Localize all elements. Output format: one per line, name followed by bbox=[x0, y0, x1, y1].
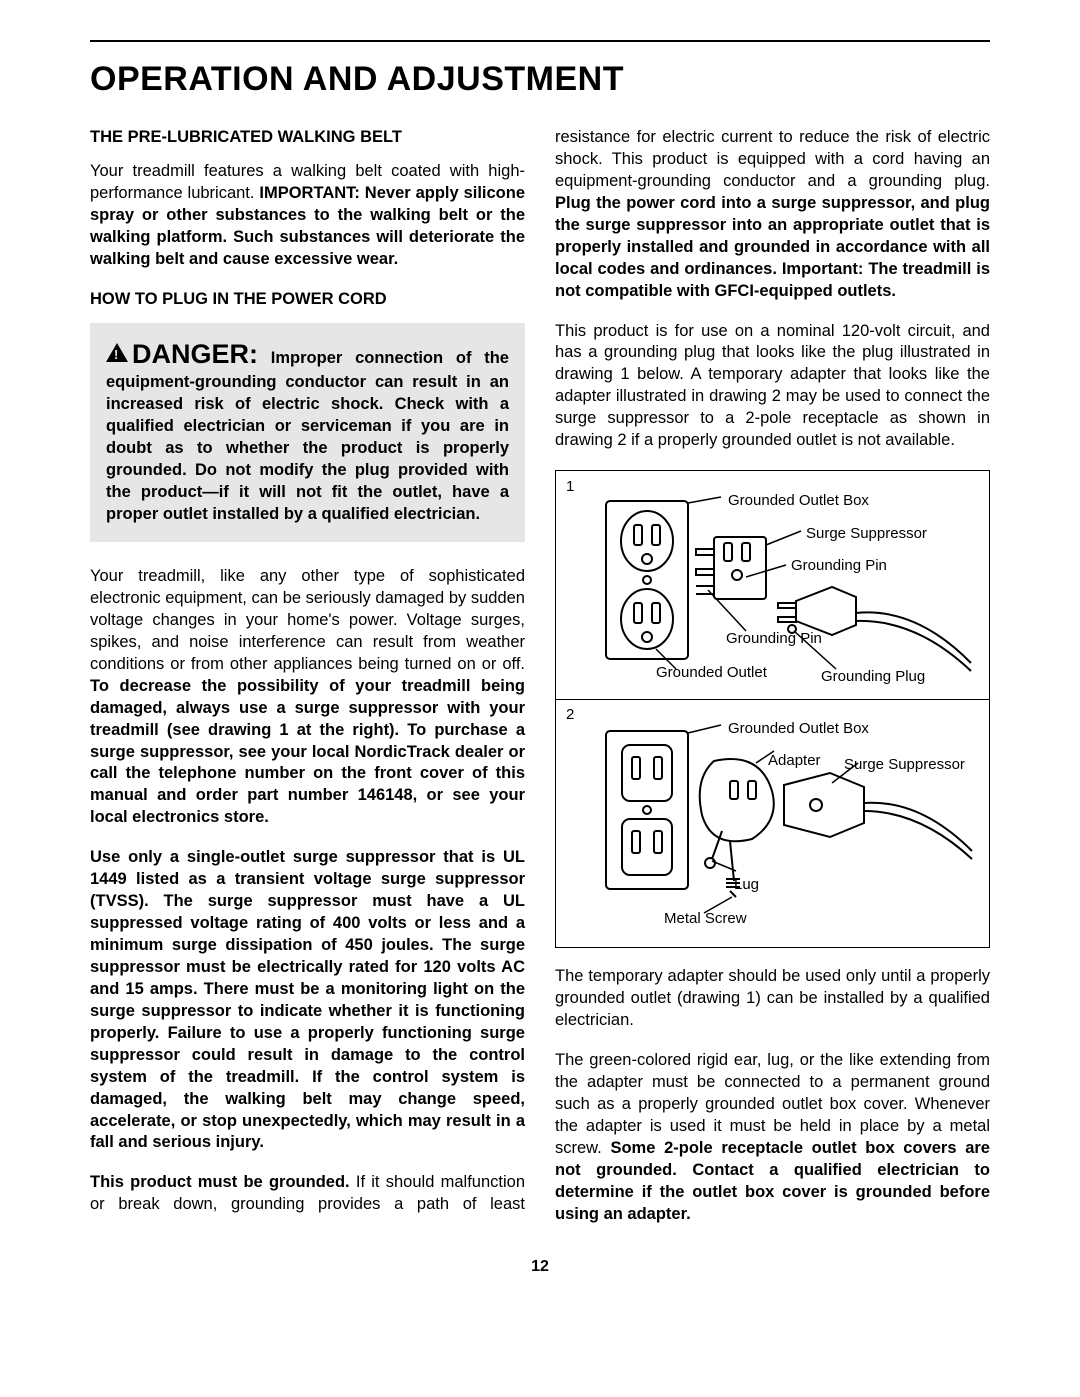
diagram-divider bbox=[556, 699, 989, 700]
diagram-1-label: 1 bbox=[566, 477, 574, 497]
ground-c: Plug the power cord into a surge suppres… bbox=[555, 194, 990, 300]
danger-callout: DANGER: Improper connection of the equip… bbox=[90, 323, 525, 542]
d1-goutlet: Grounded Outlet bbox=[656, 663, 767, 683]
section-b-heading: HOW TO PLUG IN THE POWER CORD bbox=[90, 289, 525, 311]
d1-outlet-box: Grounded Outlet Box bbox=[728, 491, 869, 511]
d1-gplug: Grounding Plug bbox=[821, 667, 925, 687]
d2-screw: Metal Screw bbox=[664, 909, 747, 929]
d1-surge: Surge Suppressor bbox=[806, 524, 927, 544]
lug-b: Some 2-pole receptacle outlet box covers… bbox=[555, 1139, 990, 1223]
drawing-1-svg bbox=[596, 491, 976, 696]
volt-paragraph: This product is for use on a nominal 120… bbox=[555, 321, 990, 453]
ground-a: This product must be grounded. bbox=[90, 1173, 350, 1191]
d1-gpin1: Grounding Pin bbox=[791, 556, 887, 576]
section-a-paragraph: Your treadmill features a walking belt c… bbox=[90, 161, 525, 271]
surge-paragraph: Your treadmill, like any other type of s… bbox=[90, 566, 525, 829]
d2-outlet-box: Grounded Outlet Box bbox=[728, 719, 869, 739]
diagram-2-label: 2 bbox=[566, 705, 574, 725]
page-number: 12 bbox=[90, 1258, 990, 1276]
surge-a: Your treadmill, like any other type of s… bbox=[90, 567, 525, 673]
d1-gpin2: Grounding Pin bbox=[726, 629, 822, 649]
danger-text: DANGER: Improper connection of the equip… bbox=[106, 337, 509, 526]
surge2-paragraph: Use only a single-outlet surge suppresso… bbox=[90, 847, 525, 1154]
lug-paragraph: The green-colored rigid ear, lug, or the… bbox=[555, 1050, 990, 1226]
surge-b: To decrease the possibility of your trea… bbox=[90, 677, 525, 827]
page-title: OPERATION AND ADJUSTMENT bbox=[90, 60, 990, 99]
danger-body: Improper connection of the equipment-gro… bbox=[106, 349, 509, 524]
top-rule bbox=[90, 40, 990, 42]
temp-paragraph: The temporary adapter should be used onl… bbox=[555, 966, 990, 1032]
surge2: Use only a single-outlet surge suppresso… bbox=[90, 848, 525, 1151]
outlet-diagram: 1 bbox=[555, 470, 990, 948]
warning-triangle-icon bbox=[106, 343, 128, 362]
content-columns: THE PRE-LUBRICATED WALKING BELT Your tre… bbox=[90, 127, 990, 1230]
d2-surge: Surge Suppressor bbox=[844, 755, 965, 775]
d2-lug: Lug bbox=[734, 875, 759, 895]
d2-adapter: Adapter bbox=[768, 751, 821, 771]
section-a-heading: THE PRE-LUBRICATED WALKING BELT bbox=[90, 127, 525, 149]
danger-word: DANGER: bbox=[132, 339, 258, 369]
